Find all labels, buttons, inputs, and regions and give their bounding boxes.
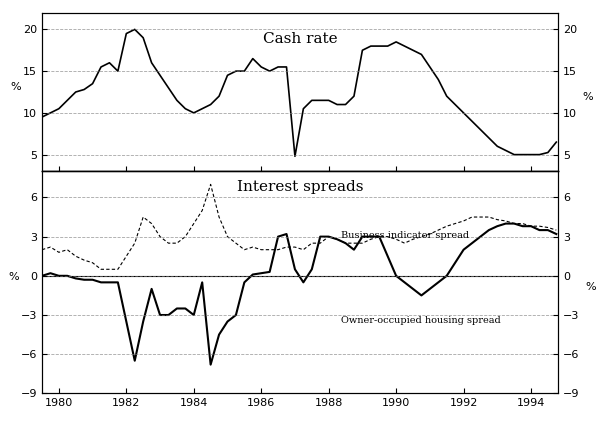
- Text: Business indicator spread: Business indicator spread: [341, 231, 469, 240]
- Text: Cash rate: Cash rate: [263, 32, 337, 46]
- Y-axis label: %: %: [583, 92, 593, 102]
- Text: Owner-occupied housing spread: Owner-occupied housing spread: [341, 316, 501, 325]
- Y-axis label: %: %: [585, 283, 596, 292]
- Y-axis label: %: %: [11, 82, 22, 92]
- Y-axis label: %: %: [8, 272, 19, 283]
- Text: Interest spreads: Interest spreads: [237, 180, 363, 194]
